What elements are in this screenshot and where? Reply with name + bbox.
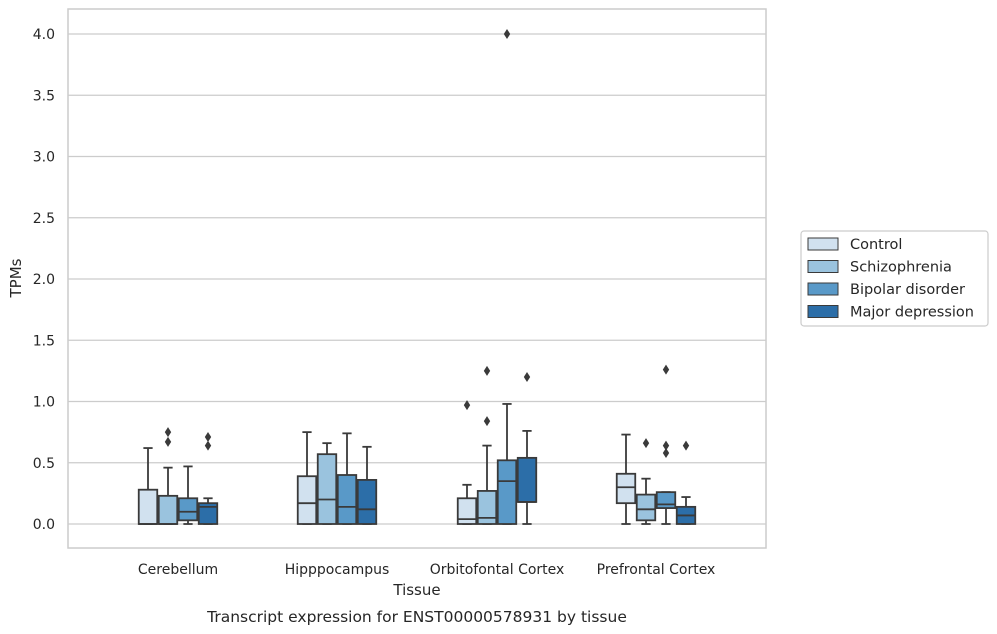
- box-control-2: [456, 400, 478, 525]
- box-iqr: [296, 475, 318, 525]
- y-tick-label: 3.5: [33, 88, 55, 104]
- box-iqr: [476, 490, 498, 525]
- x-axis-ticks: Cerebellum Hipppocampus Orbitofontal Corte…: [138, 562, 715, 578]
- x-tick-label: Prefrontal Cortex: [597, 562, 716, 578]
- box-bipolar-disorder-3: [655, 364, 677, 525]
- box-major-depression-2: [516, 372, 538, 525]
- figure-caption: Transcript expression for ENST0000057893…: [206, 608, 627, 626]
- y-tick-label: 0.5: [33, 456, 55, 472]
- box-iqr: [516, 456, 538, 503]
- legend-label: Schizophrenia: [850, 260, 952, 276]
- legend-swatch: [807, 237, 839, 251]
- outlier-point: [662, 440, 670, 451]
- outlier-point: [164, 436, 172, 447]
- outlier-point: [483, 365, 491, 376]
- box-control-0: [137, 447, 159, 525]
- box-schizophrenia-0: [157, 427, 179, 525]
- y-tick-label: 4.0: [33, 27, 55, 43]
- legend-swatch: [807, 305, 839, 318]
- outlier-point: [682, 440, 690, 451]
- legend: Control Schizophrenia Bipolar disorder Majo…: [800, 230, 989, 327]
- box-iqr: [496, 459, 518, 525]
- outlier-point: [642, 438, 650, 449]
- y-axis-ticks: 0.0 0.5 1.0 1.5 2.0 2.5 3.0 3.5 4.0: [33, 27, 55, 533]
- legend-label: Major depression: [850, 305, 974, 321]
- legend-label: Bipolar disorder: [850, 282, 965, 298]
- outlier-point: [503, 29, 511, 39]
- grid-lines: [68, 33, 766, 525]
- legend-label: Control: [850, 237, 902, 253]
- outlier-point: [204, 432, 212, 443]
- box-major-depression-3: [675, 440, 697, 525]
- outlier-point: [164, 427, 172, 438]
- box-control-1: [296, 431, 318, 525]
- box-major-depression-0: [197, 432, 219, 525]
- outlier-point: [204, 440, 212, 451]
- outlier-point: [523, 372, 531, 382]
- box-iqr: [177, 497, 199, 522]
- y-axis-label: TPMs: [7, 258, 25, 298]
- legend-frame: [800, 230, 989, 327]
- x-tick-label: Hipppocampus: [285, 562, 390, 578]
- outlier-point: [662, 364, 670, 375]
- outlier-point: [463, 400, 471, 411]
- box-iqr: [336, 474, 358, 525]
- box-major-depression-1: [356, 445, 378, 525]
- box-iqr: [356, 478, 378, 525]
- box-iqr: [635, 493, 657, 522]
- y-tick-label: 1.0: [33, 395, 55, 411]
- outlier-point: [483, 416, 491, 427]
- x-axis-label: Tissue: [392, 581, 440, 599]
- plot-area: [137, 29, 697, 525]
- box-schizophrenia-1: [316, 442, 338, 525]
- y-tick-label: 2.5: [33, 211, 55, 227]
- outlier-point: [662, 447, 670, 458]
- plot-frame: [67, 8, 767, 549]
- box-bipolar-disorder-1: [336, 432, 358, 525]
- box-bipolar-disorder-0: [177, 465, 199, 525]
- y-tick-label: 2.0: [33, 272, 55, 288]
- box-schizophrenia-2: [476, 365, 498, 525]
- box-iqr: [655, 491, 677, 509]
- box-iqr: [157, 494, 179, 525]
- box-schizophrenia-3: [635, 438, 657, 525]
- legend-swatch: [807, 282, 839, 296]
- box-bipolar-disorder-2: [496, 29, 518, 525]
- x-tick-label: Cerebellum: [138, 562, 218, 578]
- y-tick-label: 0.0: [33, 517, 55, 533]
- y-tick-label: 3.0: [33, 150, 55, 166]
- x-tick-label: Orbitofontal Cortex: [430, 562, 565, 578]
- legend-swatch: [807, 260, 839, 273]
- box-control-3: [615, 433, 637, 525]
- y-tick-label: 1.5: [33, 333, 55, 349]
- box-iqr: [615, 472, 637, 505]
- box-iqr: [137, 488, 159, 525]
- box-iqr: [197, 502, 219, 525]
- box-iqr: [456, 497, 478, 525]
- box-iqr: [316, 453, 338, 525]
